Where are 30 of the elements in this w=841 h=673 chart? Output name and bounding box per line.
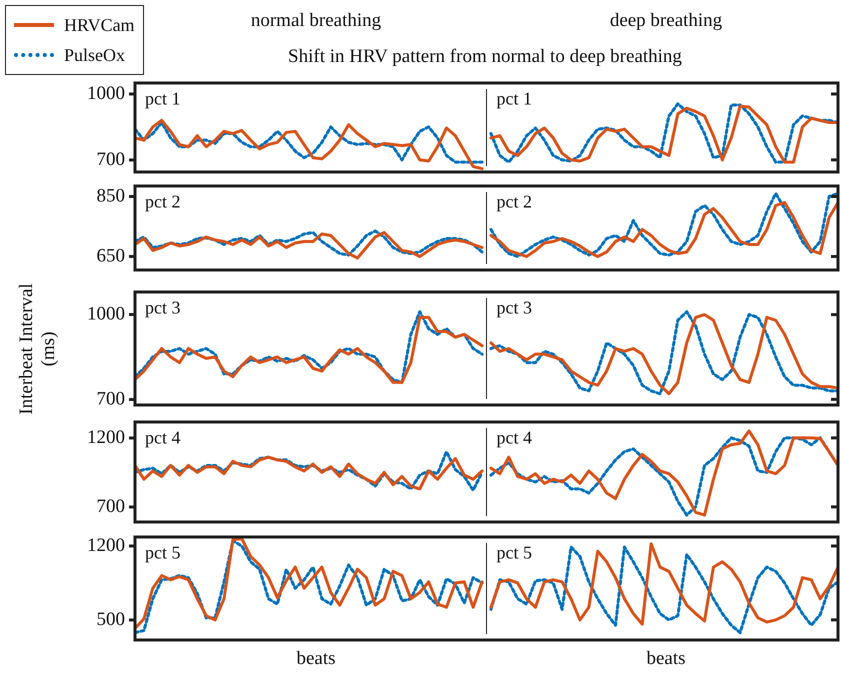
annotation: pct 3 bbox=[145, 298, 180, 318]
annotation: pct 5 bbox=[145, 542, 180, 563]
y-tick-label: 700 bbox=[96, 148, 125, 170]
line-series bbox=[134, 121, 484, 164]
y-tick-label: 650 bbox=[96, 245, 125, 266]
annotation: pct 5 bbox=[496, 542, 532, 563]
y-tick-label: 700 bbox=[96, 496, 125, 517]
annotation: pct 4 bbox=[145, 428, 180, 448]
x-axis-title: beats bbox=[296, 648, 336, 670]
text: beats bbox=[646, 648, 686, 670]
chart-subtitle: normal breathing bbox=[250, 10, 382, 32]
annotation: pct 4 bbox=[496, 428, 532, 448]
y-tick-label: 1200 bbox=[87, 534, 125, 556]
y-axis-title: Interbeat Interval (ms) bbox=[16, 282, 60, 414]
legend-label: HRVCam bbox=[64, 14, 135, 36]
legend-label: PulseOx bbox=[64, 44, 126, 66]
line-series bbox=[134, 450, 484, 492]
annotation: pct 3 bbox=[496, 298, 532, 318]
text: deep breathing bbox=[610, 10, 722, 32]
annotation: pct 2 bbox=[145, 192, 180, 212]
y-tick-label: 500 bbox=[96, 608, 125, 630]
y-tick-label: 1000 bbox=[87, 82, 125, 104]
annotation: pct 2 bbox=[496, 192, 532, 212]
y-tick-label: 1200 bbox=[87, 426, 125, 448]
annotation: pct 1 bbox=[496, 88, 532, 109]
y-tick-label: 850 bbox=[96, 185, 125, 206]
y-tick-label: 700 bbox=[96, 388, 125, 410]
chart-title: Shift in HRV pattern from normal to deep breathing bbox=[288, 46, 682, 68]
y-tick-label: 1000 bbox=[87, 304, 125, 325]
annotation: pct 1 bbox=[145, 88, 180, 109]
